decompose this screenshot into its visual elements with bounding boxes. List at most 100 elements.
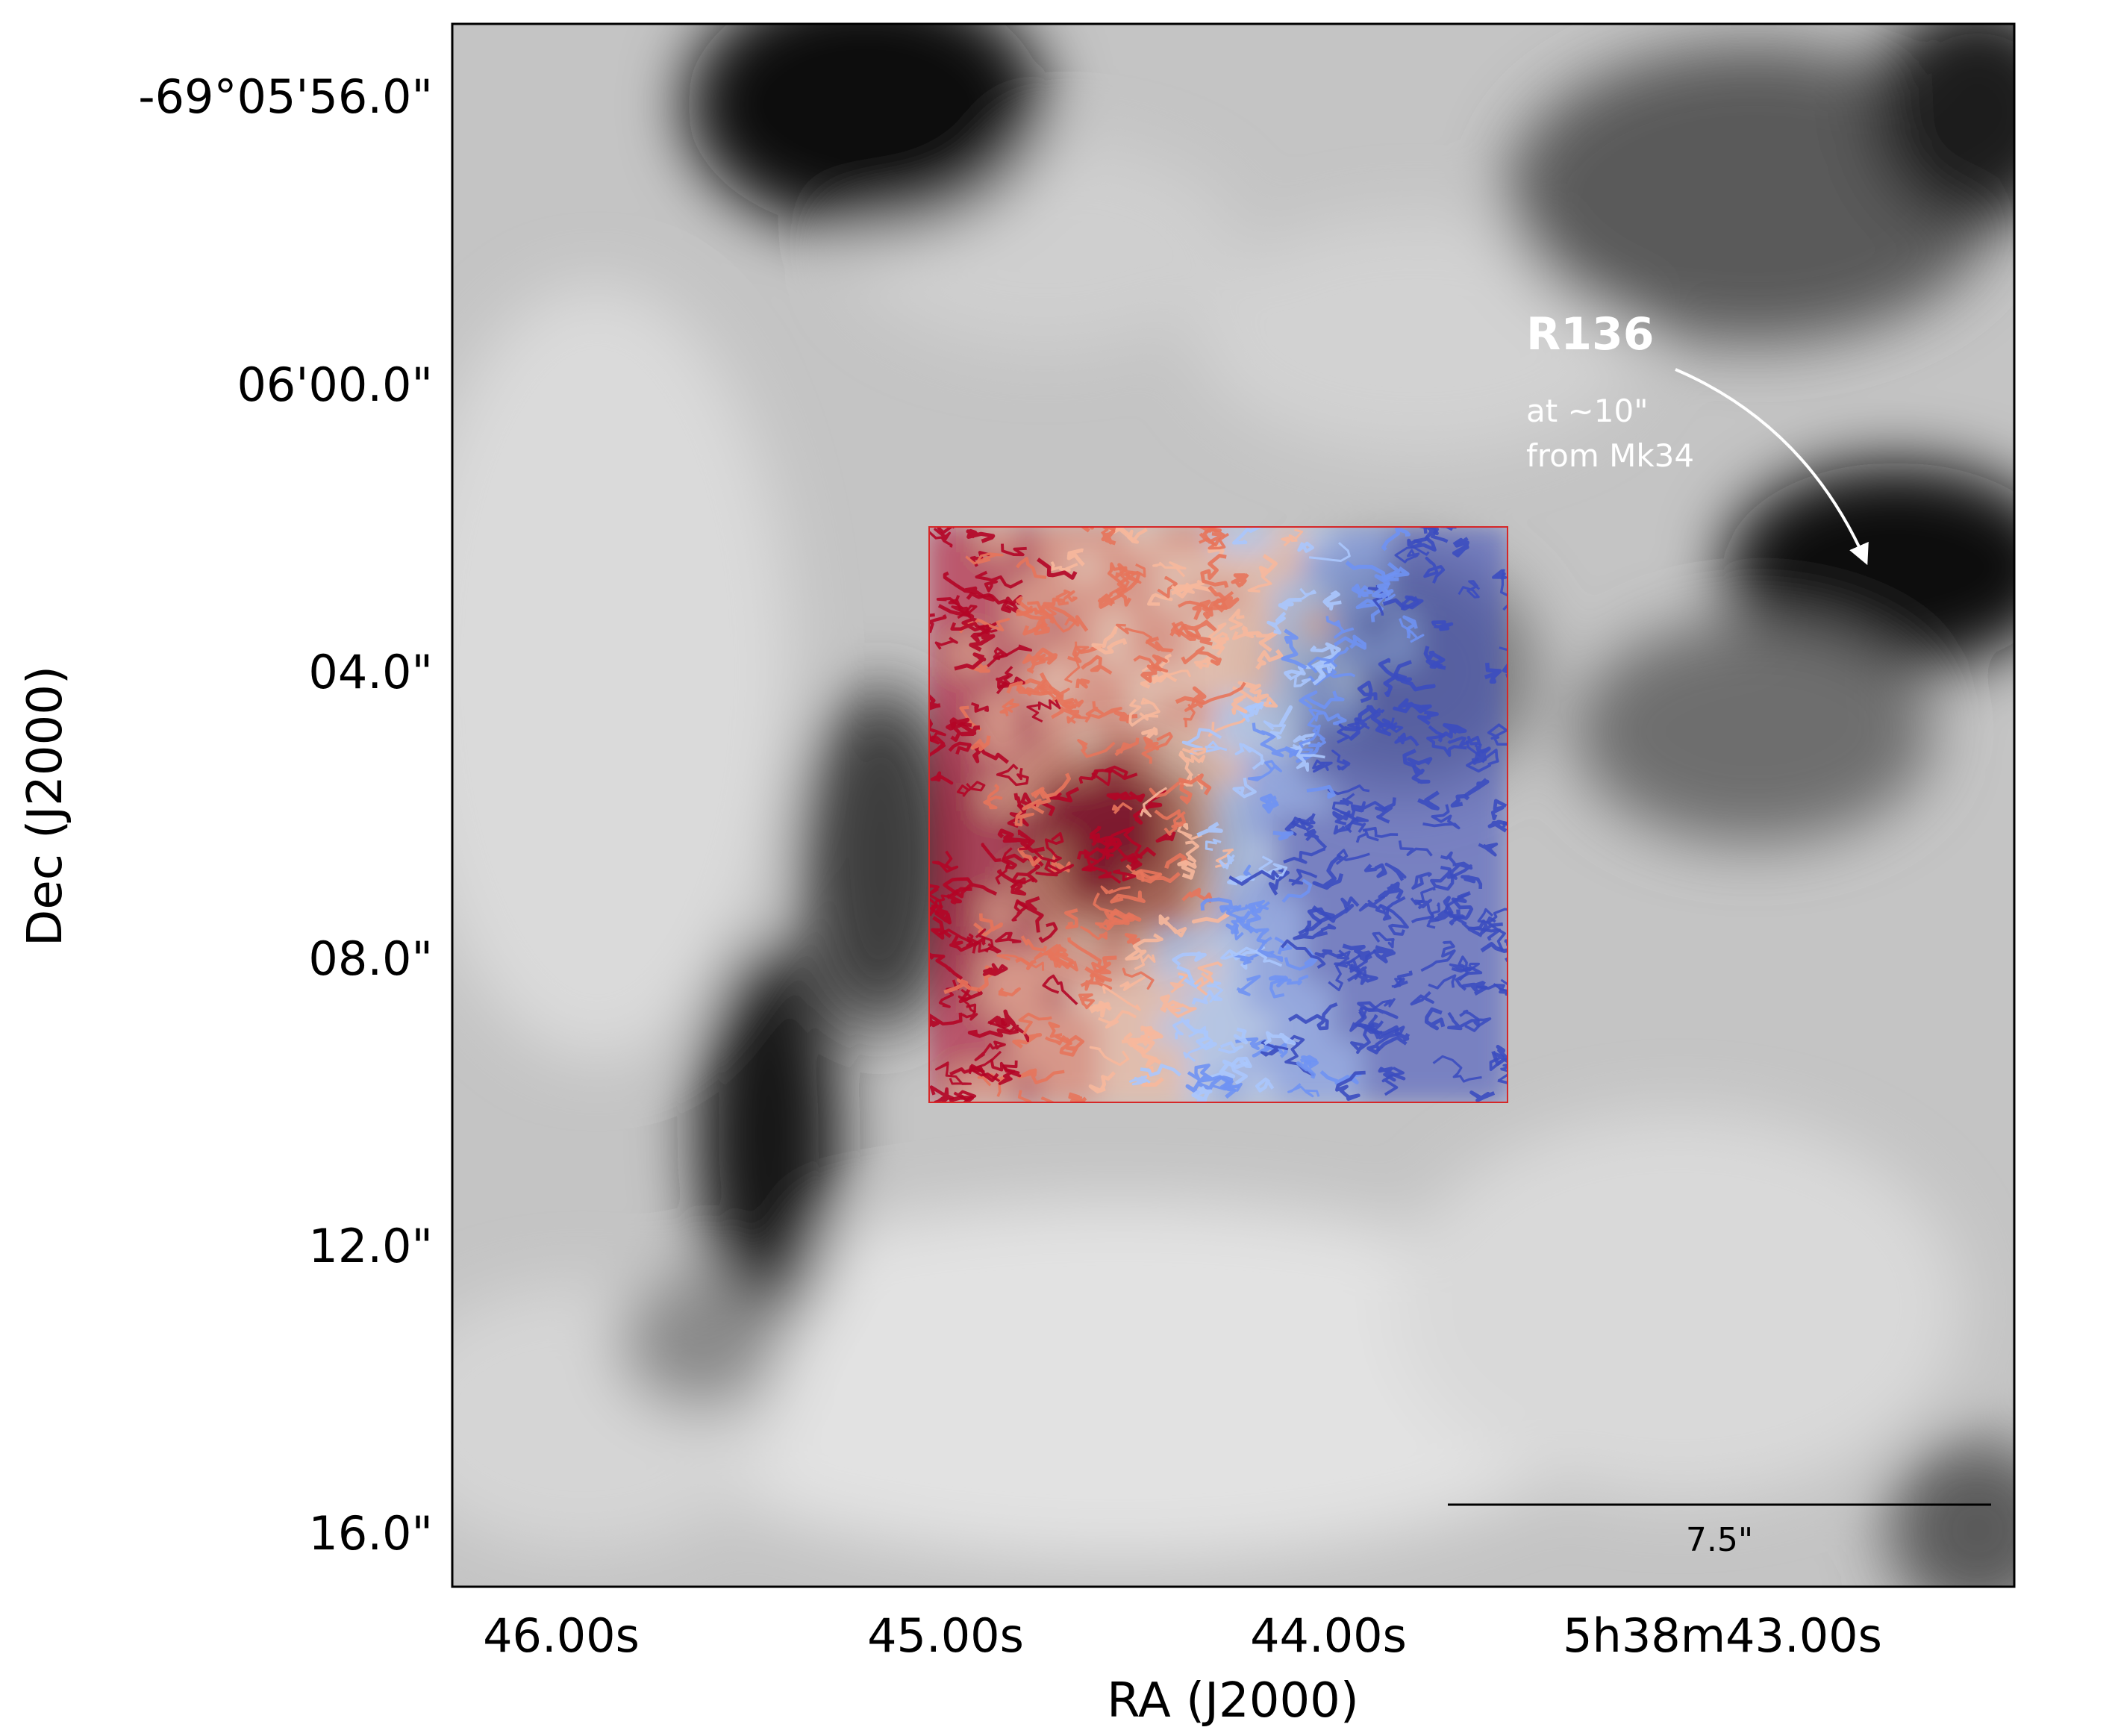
contour-line (1440, 851, 1456, 867)
contour-line (956, 781, 986, 798)
contour-line (1202, 585, 1227, 620)
contour-line (1312, 759, 1333, 773)
contour-line (1178, 773, 1212, 805)
contour-line (1487, 723, 1508, 746)
contour-line (1228, 608, 1245, 631)
x-tick-label: 44.00s (1250, 1608, 1407, 1663)
contour-line (1475, 984, 1508, 994)
velocity-contour-overlay (929, 527, 1508, 1102)
contour-line (1114, 737, 1140, 757)
contour-line (1064, 908, 1078, 930)
contour-line (1320, 923, 1337, 932)
contour-line (1098, 593, 1113, 609)
contour-line (1119, 975, 1146, 991)
contour-line (1281, 939, 1326, 970)
contour-line (1306, 784, 1336, 799)
contour-line (1085, 701, 1122, 719)
contour-line (1490, 799, 1508, 821)
contour-line (946, 887, 972, 905)
contour-line (1381, 1067, 1405, 1096)
contour-line (954, 652, 987, 671)
contour-line (1234, 743, 1265, 770)
contour-line (929, 1012, 963, 1028)
contour-line (1200, 897, 1241, 913)
contour-line (1335, 1070, 1366, 1101)
contour-line (1191, 1085, 1213, 1102)
contour-line (1375, 797, 1396, 824)
contour-line (1443, 896, 1464, 919)
annotation-label: R136 (1526, 308, 1654, 360)
contour-line (937, 527, 956, 534)
contour-line (1263, 1031, 1296, 1046)
contour-line (1372, 945, 1396, 964)
contour-line (1193, 977, 1210, 996)
contour-line (990, 1059, 1016, 1085)
contour-line (936, 595, 962, 610)
contour-line (1125, 563, 1146, 584)
y-tick-label: -69°05'56.0" (138, 69, 433, 124)
contour-line (1011, 899, 1028, 922)
contour-line (1478, 842, 1499, 857)
x-tick-label: 46.00s (483, 1608, 640, 1663)
x-tick-label: 45.00s (867, 1608, 1024, 1663)
contour-line (1480, 942, 1508, 961)
contour-line (1208, 622, 1228, 651)
contour-line (1362, 826, 1399, 838)
contour-line (1110, 890, 1146, 904)
contour-line (1082, 852, 1114, 872)
contour-line (1196, 821, 1223, 837)
contour-line (1043, 597, 1089, 632)
contour-line (1197, 961, 1223, 983)
contour-line (1128, 699, 1159, 727)
contour-line (1304, 905, 1335, 932)
contour-line (1155, 831, 1176, 843)
contour-line (1331, 793, 1360, 822)
contour-line (1291, 813, 1316, 830)
contour-line (1234, 1037, 1288, 1058)
contour-line (1394, 546, 1430, 563)
contour-line (949, 717, 980, 737)
contour-line (996, 954, 1045, 971)
contour-line (1213, 596, 1240, 613)
contour-line (1000, 1009, 1017, 1029)
contour-line (981, 843, 1002, 862)
contour-line (1038, 922, 1058, 943)
contour-line (1382, 595, 1419, 611)
contour-line (1183, 1025, 1213, 1062)
contour-line (1355, 596, 1384, 622)
contour-line (1205, 838, 1222, 851)
contour-line (1078, 993, 1095, 1010)
contour-line (1143, 736, 1160, 751)
contour-line (951, 599, 978, 619)
contour-line (1281, 628, 1308, 670)
contour-line (1477, 908, 1508, 924)
contour-line (1375, 718, 1396, 737)
contour-line (1154, 809, 1187, 828)
contour-line (1398, 840, 1433, 857)
contour-line (1402, 615, 1418, 639)
contour-line (1432, 1055, 1482, 1083)
contour-line (1344, 816, 1369, 834)
contour-line (1232, 952, 1284, 965)
y-tick-label: 06'00.0" (237, 357, 433, 412)
contour-line (929, 1085, 955, 1102)
contour-line (1424, 1007, 1446, 1031)
contour-line (1117, 848, 1139, 867)
contour-line (1191, 990, 1223, 1005)
contour-line (1307, 708, 1326, 728)
contour-line (1333, 634, 1366, 650)
contour-line (1258, 554, 1278, 578)
contour-line (968, 1050, 1002, 1075)
contour-line (1055, 589, 1078, 606)
contour-line (1192, 599, 1211, 621)
x-tick-labels: 46.00s 45.00s 44.00s 5h38m43.00s (483, 1608, 1882, 1663)
contour-line (1299, 724, 1326, 749)
contour-line (1048, 1021, 1063, 1038)
contour-line (1237, 681, 1269, 701)
contour-line (1402, 749, 1433, 768)
y-axis-label: Dec (J2000) (18, 666, 73, 946)
contour-line (1212, 1080, 1243, 1092)
contour-line (1176, 965, 1200, 990)
contour-line (1307, 656, 1338, 674)
contour-line (1247, 574, 1272, 593)
